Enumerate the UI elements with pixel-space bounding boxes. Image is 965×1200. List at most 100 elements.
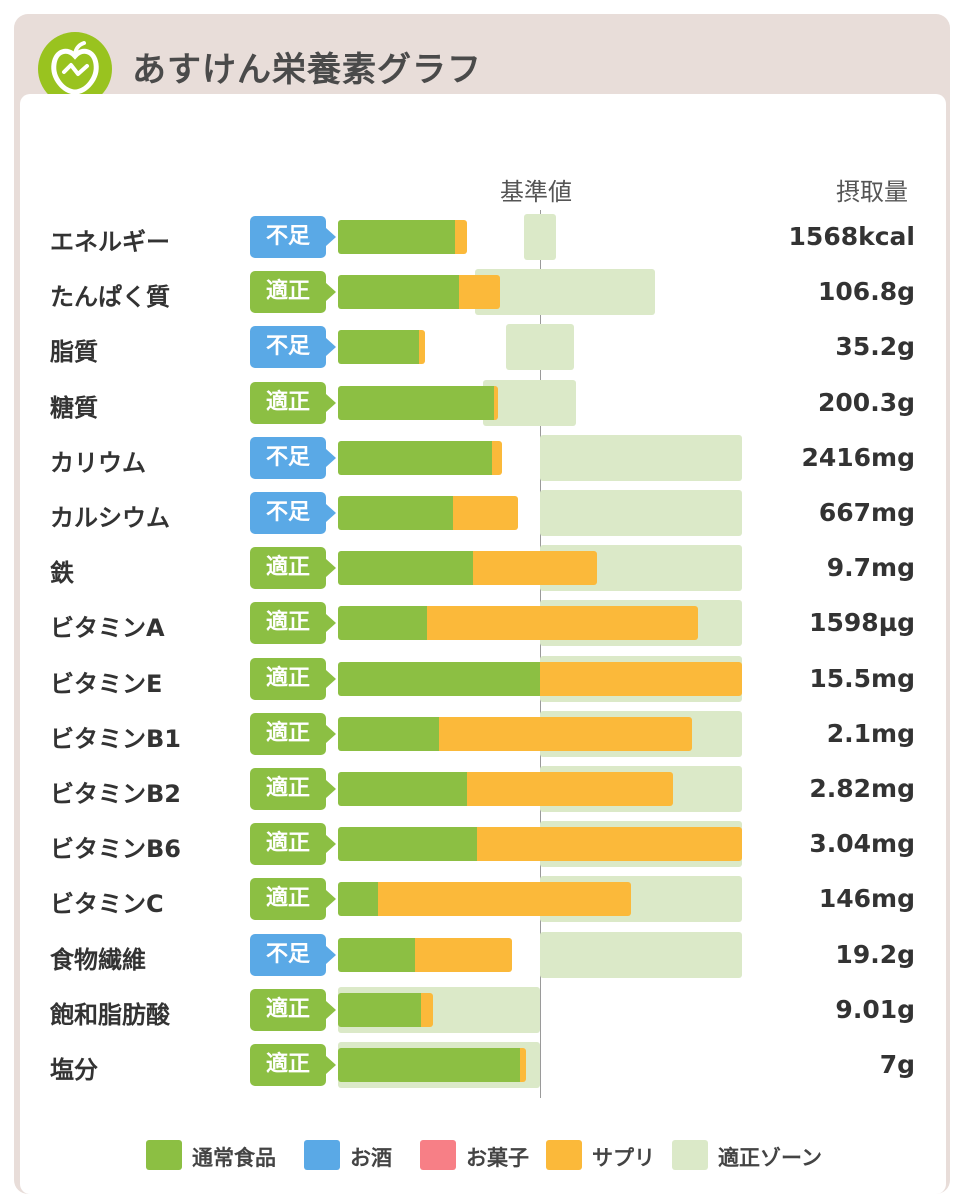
nutrient-label: ビタミンB6 [50,835,181,864]
zone-bar [540,490,742,536]
food-bar [338,827,478,862]
nutrient-label: 食物繊維 [50,945,146,974]
zone-bar [523,214,557,260]
nutrient-label: たんぱく質 [50,283,170,312]
supplement-bar [519,1048,526,1082]
supplement-bar [426,606,698,641]
food-bar [338,661,540,696]
supplement-bar [453,496,518,530]
intake-value: 2.82mg [809,774,915,803]
intake-value: 35.2g [835,332,915,362]
legend-label: 通常食品 [192,1146,276,1170]
intake-value: 146mg [818,884,915,914]
food-bar [338,496,454,530]
status-badge: 適正 [250,823,336,866]
legend-swatch [672,1140,708,1170]
nutrient-label: カルシウム [50,504,170,532]
nutrient-label: ビタミンB2 [50,780,181,808]
legend: 通常食品 お酒 お菓子 サプリ 適正ゾーン [0,1138,965,1174]
supplement-bar [477,827,742,862]
food-bar [338,606,427,641]
food-bar [338,716,439,751]
intake-value: 15.5mg [809,663,915,693]
chart-row: ビタミンB2 適正 2.82mg [0,766,965,812]
legend-label: お菓子 [466,1146,529,1170]
food-bar [338,937,415,972]
reference-line [540,210,541,1098]
intake-column-header: 摂取量 [836,178,908,206]
status-badge: 適正 [250,602,336,645]
nutrient-label: エネルギー [50,228,170,256]
food-bar [338,385,494,420]
reference-column-header: 基準値 [500,178,572,206]
zone-bar [483,379,577,426]
supplement-bar [378,882,631,917]
supplement-bar [467,772,674,806]
supplement-bar [493,385,498,420]
nutrient-label: ビタミンA [50,614,165,643]
supplement-bar [540,661,742,696]
legend-swatch [546,1140,582,1170]
legend-label: 適正ゾーン [718,1146,822,1170]
legend-swatch [420,1140,456,1170]
legend-swatch [146,1140,182,1170]
food-bar [338,992,421,1027]
status-badge: 不足 [250,933,336,976]
intake-value: 200.3g [818,387,915,417]
intake-value: 3.04mg [809,829,915,859]
intake-value: 2416mg [801,442,915,472]
legend-label: サプリ [592,1146,655,1170]
zone-bar [505,324,575,371]
intake-value: 7g [879,1050,915,1079]
chart-row: カリウム 不足 2416mg [0,434,965,481]
nutrient-label: 飽和脂肪酸 [50,1000,170,1029]
chart-row: ビタミンA 適正 1598µg [0,600,965,647]
intake-value: 1568kcal [788,222,915,251]
status-badge: 不足 [250,326,336,369]
intake-value: 9.7mg [826,553,915,583]
header: あすけん栄養素グラフ [14,14,950,106]
intake-value: 106.8g [818,277,915,307]
legend-label: お酒 [350,1146,392,1170]
chart-row: ビタミンB1 適正 2.1mg [0,710,965,757]
nutrient-label: ビタミンE [50,669,163,698]
chart-row: たんぱく質 適正 106.8g [0,269,965,316]
supplement-bar [473,551,597,586]
nutrient-label: 鉄 [50,559,74,588]
chart-row: 飽和脂肪酸 適正 9.01g [0,986,965,1033]
status-badge: 適正 [250,381,336,424]
intake-value: 1598µg [809,608,915,638]
status-badge: 不足 [250,492,336,534]
chart-row: 脂質 不足 35.2g [0,324,965,371]
chart-row: ビタミンE 適正 15.5mg [0,655,965,702]
food-bar [338,882,379,917]
supplement-bar [455,220,468,254]
nutrient-label: カリウム [50,448,146,477]
chart-row: 食物繊維 不足 19.2g [0,931,965,978]
zone-bar [475,269,656,316]
status-badge: 不足 [250,436,336,479]
intake-value: 9.01g [835,994,915,1024]
status-badge: 適正 [250,712,336,755]
chart-row: ビタミンC 適正 146mg [0,876,965,923]
legend-swatch [304,1140,340,1170]
chart-row: エネルギー 不足 1568kcal [0,214,965,260]
nutrient-label: ビタミンB1 [50,724,181,753]
page-title: あすけん栄養素グラフ [132,50,482,90]
nutrient-label: 脂質 [50,338,98,367]
food-bar [338,551,474,586]
intake-value: 19.2g [835,939,915,969]
zone-bar [540,434,742,481]
food-bar [338,220,456,254]
intake-value: 2.1mg [826,718,915,748]
food-bar [338,330,419,365]
status-badge: 適正 [250,657,336,700]
nutrient-label: 塩分 [50,1056,98,1084]
food-bar [338,1048,520,1082]
chart-row: 塩分 適正 7g [0,1042,965,1088]
supplement-bar [459,275,500,310]
supplement-bar [491,440,502,475]
chart-row: 糖質 適正 200.3g [0,379,965,426]
nutrient-label: 糖質 [50,393,98,422]
